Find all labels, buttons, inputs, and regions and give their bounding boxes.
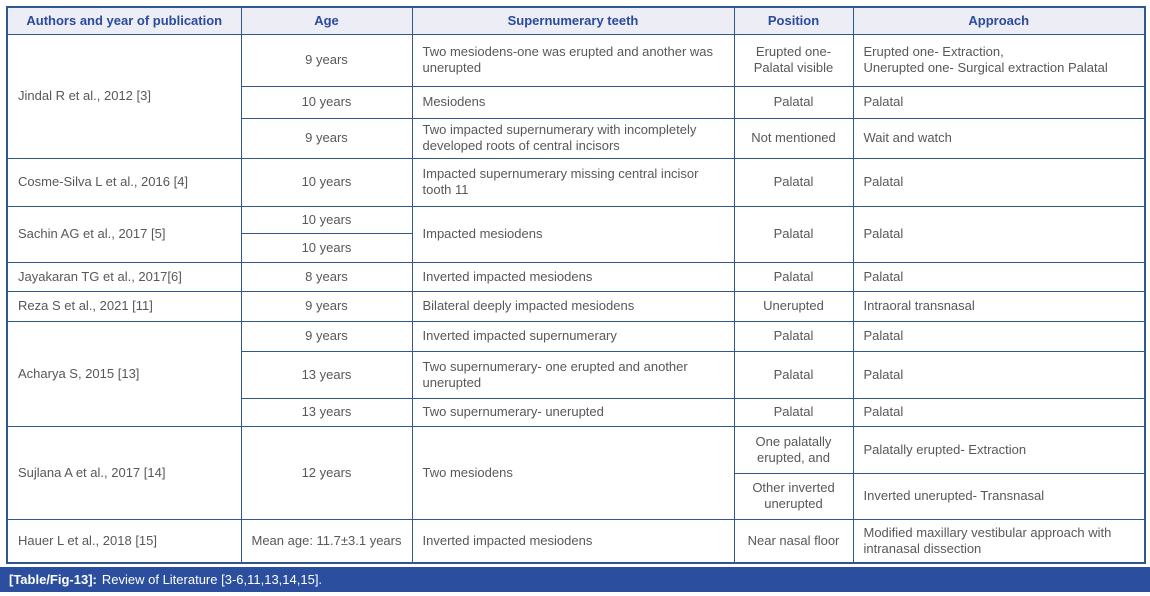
table-row: 10 years <box>7 232 1145 263</box>
cell-age: 9 years <box>240 117 413 159</box>
cell-approach: Palatal <box>852 397 1146 427</box>
cell-age: 10 years <box>240 85 413 119</box>
cell-age: 10 years <box>240 205 413 234</box>
cell-position: Palatal <box>733 261 854 292</box>
cell-age: 10 years <box>240 232 413 263</box>
table-row: Jindal R et al., 2012 [3] 9 years Two me… <box>6 33 1146 159</box>
column-header-age: Age <box>240 6 413 35</box>
table-row: Reza S et al., 2021 [11] 9 years Bilater… <box>6 290 1146 322</box>
cell-teeth: Impacted supernumerary missing central i… <box>411 157 735 207</box>
cell-position: Palatal <box>733 320 854 352</box>
cell-age: 12 years <box>240 425 413 520</box>
caption-text: Review of Literature [3-6,11,13,14,15]. <box>101 572 323 587</box>
table-row: 10 years Mesiodens Palatal Palatal <box>7 85 1146 119</box>
table-row: Cosme-Silva L et al., 2016 [4] 10 years … <box>6 157 1146 207</box>
column-header-approach: Approach <box>852 6 1146 35</box>
cell-author: Sujlana A et al., 2017 [14] <box>6 425 242 520</box>
cell-teeth: Two mesiodens <box>411 425 735 520</box>
table-row: Acharya S, 2015 [13] 9 years Inverted im… <box>6 320 1146 427</box>
cell-age: 9 years <box>240 33 413 87</box>
cell-age: 13 years <box>240 350 413 399</box>
cell-teeth: Two supernumerary- unerupted <box>411 397 735 427</box>
literature-review-table: Authors and year of publication Age Supe… <box>6 6 1146 564</box>
cell-position: Other inverted unerupted <box>733 472 854 520</box>
cell-position: One palatally erupted, and <box>733 425 854 474</box>
table-row: Hauer L et al., 2018 [15] Mean age: 11.7… <box>6 518 1146 564</box>
cell-approach: Modified maxillary vestibular approach w… <box>852 518 1146 564</box>
cell-approach: Palatally erupted- Extraction <box>852 425 1146 474</box>
cell-position: Palatal <box>733 85 854 119</box>
cell-teeth: Inverted impacted mesiodens <box>411 261 735 292</box>
cell-position: Palatal <box>733 205 854 263</box>
cell-position: Near nasal floor <box>733 518 854 564</box>
cell-teeth: Two impacted supernumerary with incomple… <box>411 117 735 159</box>
cell-author: Hauer L et al., 2018 [15] <box>6 518 242 564</box>
cell-teeth: Impacted mesiodens <box>411 205 735 263</box>
table-row: Other inverted unerupted Inverted unerup… <box>7 472 1146 520</box>
cell-teeth: Bilateral deeply impacted mesiodens <box>411 290 735 322</box>
caption-bar: [Table/Fig-13]: Review of Literature [3-… <box>0 567 1150 592</box>
cell-age: 8 years <box>240 261 413 292</box>
cell-approach: Inverted unerupted- Transnasal <box>852 472 1146 520</box>
caption-label: [Table/Fig-13]: <box>9 572 97 587</box>
cell-approach: Intraoral transnasal <box>852 290 1146 322</box>
cell-age: 13 years <box>240 397 413 427</box>
table-row: Sujlana A et al., 2017 [14] 12 years Two… <box>6 425 1146 520</box>
header-row: Authors and year of publication Age Supe… <box>6 6 1146 35</box>
cell-approach: Palatal <box>852 320 1146 352</box>
cell-age: 9 years <box>240 290 413 322</box>
cell-approach: Palatal <box>852 157 1146 207</box>
column-header-authors: Authors and year of publication <box>6 6 242 35</box>
cell-teeth: Inverted impacted supernumerary <box>411 320 735 352</box>
cell-position: Palatal <box>733 157 854 207</box>
cell-teeth: Two supernumerary- one erupted and anoth… <box>411 350 735 399</box>
cell-approach: Palatal <box>852 205 1146 263</box>
cell-author: Sachin AG et al., 2017 [5] <box>6 205 242 263</box>
cell-author: Cosme-Silva L et al., 2016 [4] <box>6 157 242 207</box>
cell-teeth: Inverted impacted mesiodens <box>411 518 735 564</box>
cell-position: Palatal <box>733 350 854 399</box>
table-row: Sachin AG et al., 2017 [5] 10 years Impa… <box>6 205 1146 263</box>
cell-approach: Palatal <box>852 350 1146 399</box>
cell-approach: Palatal <box>852 85 1146 119</box>
cell-author: Jindal R et al., 2012 [3] <box>6 33 242 159</box>
cell-age: Mean age: 11.7±3.1 years <box>240 518 413 564</box>
cell-position: Palatal <box>733 397 854 427</box>
table-row: Jayakaran TG et al., 2017[6] 8 years Inv… <box>6 261 1146 292</box>
column-header-supernumerary-teeth: Supernumerary teeth <box>411 6 735 35</box>
cell-teeth: Two mesiodens-one was erupted and anothe… <box>411 33 735 87</box>
cell-approach: Palatal <box>852 261 1146 292</box>
cell-author: Jayakaran TG et al., 2017[6] <box>6 261 242 292</box>
cell-teeth: Mesiodens <box>411 85 735 119</box>
cell-author: Acharya S, 2015 [13] <box>6 320 242 427</box>
cell-author: Reza S et al., 2021 [11] <box>6 290 242 322</box>
cell-position: Not mentioned <box>733 117 854 159</box>
cell-position: Erupted one- Palatal visible <box>733 33 854 87</box>
cell-position: Unerupted <box>733 290 854 322</box>
cell-age: 10 years <box>240 157 413 207</box>
column-header-position: Position <box>733 6 854 35</box>
table-row: 13 years Two supernumerary- one erupted … <box>7 350 1146 399</box>
cell-approach: Wait and watch <box>852 117 1146 159</box>
table-row: 9 years Two impacted supernumerary with … <box>7 117 1146 159</box>
cell-approach: Erupted one- Extraction, Unerupted one- … <box>852 33 1146 87</box>
cell-age: 9 years <box>240 320 413 352</box>
